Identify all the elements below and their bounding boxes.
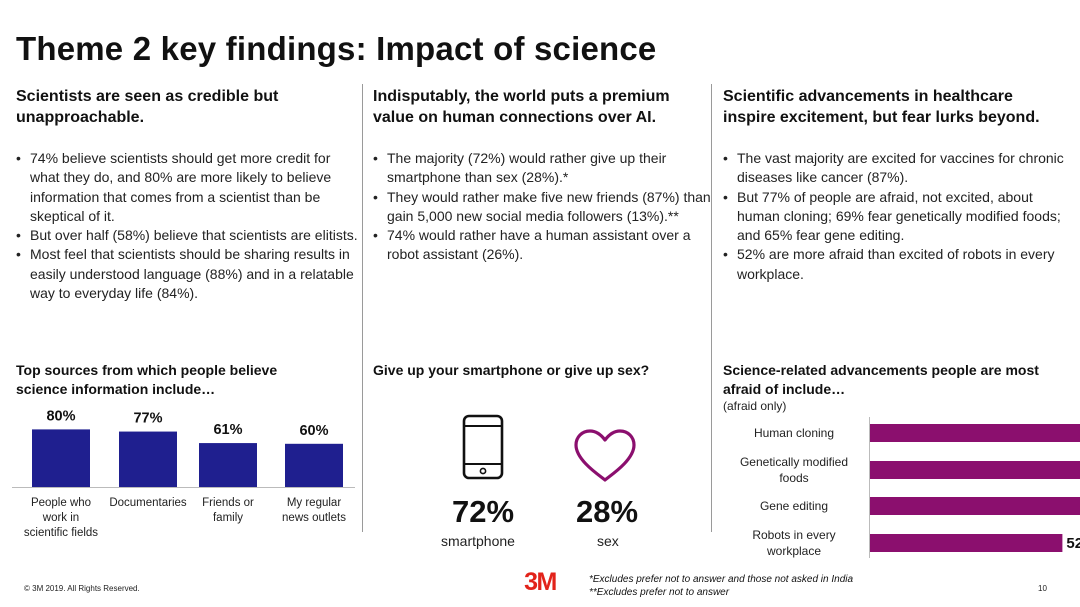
svg-text:3M: 3M — [524, 568, 556, 594]
column-bar — [285, 443, 343, 487]
fear-bar — [870, 424, 1080, 442]
fear-bar-chart: 77%69%65%52% — [869, 417, 1080, 558]
bullet-item: Most feel that scientists should be shar… — [16, 245, 358, 303]
sources-column-chart: 80% 77% 61% 60% — [12, 408, 355, 488]
column-bar-value: 61% — [213, 422, 242, 438]
sex-value: 28% — [576, 494, 639, 529]
bullet-item: 74% believe scientists should get more c… — [16, 149, 358, 226]
column-bar-value: 60% — [299, 423, 328, 439]
column-heading: Indisputably, the world puts a premium v… — [373, 88, 670, 126]
bullet-item: 52% are more afraid than excited of robo… — [723, 245, 1067, 284]
column-category-label: My regular news outlets — [282, 497, 346, 524]
column-bar-value: 77% — [133, 411, 162, 427]
bullet-item: They would rather make five new friends … — [373, 188, 711, 227]
3m-logo: 3M — [524, 568, 558, 594]
fear-bar — [870, 461, 1080, 479]
fear-category-label: Gene editing — [759, 499, 829, 513]
page-number: 10 — [1038, 584, 1047, 593]
smartphone-label: smartphone — [441, 533, 515, 549]
fear-bar — [870, 497, 1080, 515]
fear-category-label: Human cloning — [753, 426, 835, 440]
column-bar — [199, 443, 257, 487]
fear-note: (afraid only) — [723, 399, 787, 413]
bullet-item: 74% would rather have a human assistant … — [373, 226, 711, 265]
heart-icon — [574, 429, 636, 482]
bullet-item: The vast majority are excited for vaccin… — [723, 149, 1067, 188]
footnotes: *Excludes prefer not to answer and those… — [589, 573, 853, 599]
column-divider — [711, 84, 712, 532]
bullet-item: But 77% of people are afraid, not excite… — [723, 188, 1067, 246]
bullet-list: The vast majority are excited for vaccin… — [723, 149, 1067, 284]
column-divider — [362, 84, 363, 532]
column-category-label: People who work in scientific fields — [23, 497, 99, 539]
copyright: © 3M 2019. All Rights Reserved. — [24, 584, 140, 593]
column-bar-value: 80% — [46, 408, 75, 424]
fear-heading: Science-related advancements people are … — [723, 362, 1039, 397]
bullet-item: But over half (58%) believe that scienti… — [16, 226, 358, 246]
sources-heading: Top sources from which people believe sc… — [16, 362, 278, 397]
fear-bar — [870, 534, 1063, 552]
smartphone-heading: Give up your smartphone or give up sex? — [373, 362, 650, 378]
bullet-list: The majority (72%) would rather give up … — [373, 149, 711, 265]
bullet-item: The majority (72%) would rather give up … — [373, 149, 711, 188]
column-category-label: Friends or family — [202, 497, 254, 524]
footnote: *Excludes prefer not to answer and those… — [589, 574, 854, 585]
column-heading: Scientists are seen as credible but unap… — [16, 88, 279, 126]
fear-category-label: Genetically modified foods — [739, 455, 849, 485]
column-bar — [119, 431, 177, 487]
page-title: Theme 2 key findings: Impact of science — [16, 30, 657, 67]
smartphone-icon — [462, 414, 504, 480]
footnote: **Excludes prefer not to answer — [589, 587, 730, 598]
column-category-label: Documentaries — [109, 497, 187, 509]
bullet-list: 74% believe scientists should get more c… — [16, 149, 358, 303]
column-bar — [32, 429, 90, 487]
smartphone-value: 72% — [452, 494, 515, 529]
column-heading: Scientific advancements in healthcare in… — [723, 88, 1040, 126]
fear-category-label: Robots in every workplace — [752, 528, 836, 558]
sex-label: sex — [597, 533, 619, 549]
fear-bar-value: 52% — [1066, 535, 1080, 552]
